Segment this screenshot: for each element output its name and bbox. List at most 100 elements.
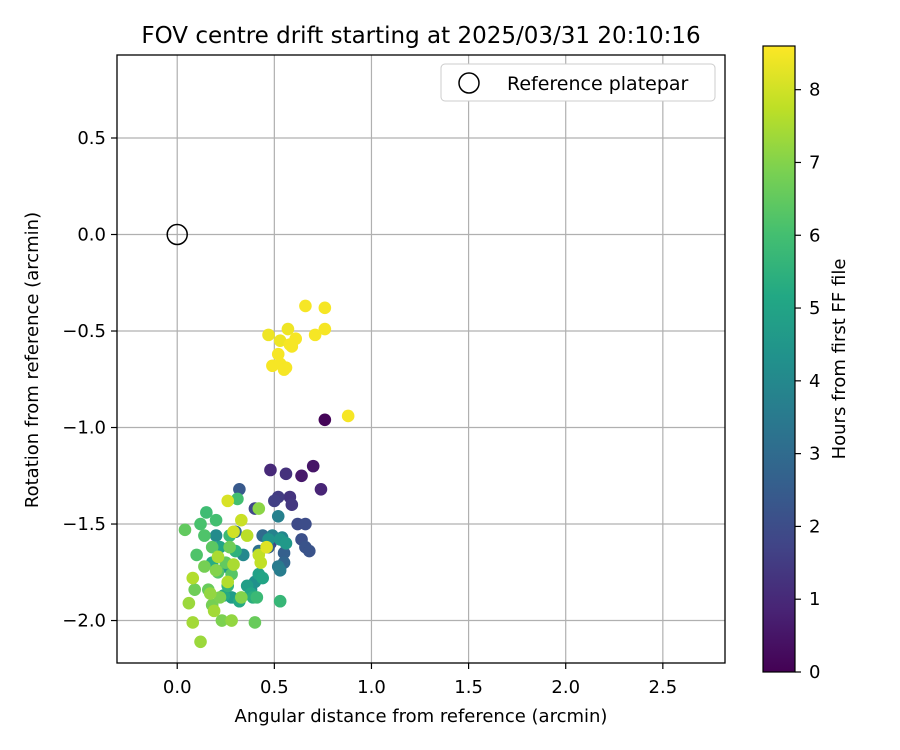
data-point [264,463,277,477]
data-point [277,363,291,376]
y-tick-label: 0.0 [77,225,106,246]
colorbar-tick-label: 3 [809,444,820,465]
legend-reference-marker [458,72,480,94]
data-point [250,591,264,604]
data-point [215,614,229,627]
data-point [252,502,266,515]
colorbar-tick-label: 2 [809,516,820,537]
x-tick-label: 0.0 [163,677,192,698]
colorbar-tick-label: 0 [809,662,820,683]
data-point [235,591,248,604]
x-tick-label: 0.5 [260,677,289,698]
data-point [227,558,240,571]
data-point [279,467,293,481]
data-point [221,494,235,508]
x-axis-label: Angular distance from reference (arcmin) [235,706,608,727]
data-point [254,556,268,569]
legend-label-reference: Reference platepar [507,73,689,95]
data-point [186,571,200,585]
data-point [281,322,295,336]
colorbar: 0 1 2 3 4 5 6 7 8 Hours from first FF file [762,45,850,683]
data-point [200,506,213,519]
data-point [194,517,207,531]
data-point [209,529,223,542]
colorbar-tick-label: 1 [809,589,820,610]
data-point [198,560,211,573]
data-point [318,322,332,336]
data-point [231,492,244,506]
x-tick-label: 1.0 [357,677,386,698]
data-point [299,299,312,313]
legend: Reference platepar [440,63,716,102]
data-point [308,328,322,342]
x-axis-ticks: 0.0 0.5 1.0 1.5 2.0 2.5 [163,663,677,698]
data-point [271,510,285,523]
data-point [271,347,285,361]
data-point [207,604,221,618]
data-point [205,540,219,554]
data-point [209,513,223,527]
data-point [221,575,235,589]
chart-title: FOV centre drift starting at 2025/03/31 … [141,23,700,49]
plot-area [117,55,725,663]
colorbar-label: Hours from first FF file [829,259,850,460]
data-point [240,529,254,542]
data-point [303,544,316,558]
data-point [194,635,207,649]
data-point [277,546,291,560]
colorbar-tick-label: 7 [809,152,820,173]
plot-frame [116,54,726,664]
data-point [233,482,246,496]
data-point [256,571,269,585]
data-point [285,498,299,512]
data-point [190,548,203,562]
y-tick-label: −1.5 [62,514,106,535]
colorbar-tick-label: 5 [809,298,820,319]
reference-marker-group [166,223,188,246]
data-point [186,616,200,629]
colorbar-gradient [762,45,796,673]
data-points [178,299,355,649]
data-point [268,494,281,508]
x-tick-label: 2.5 [649,677,678,698]
data-point [260,540,273,554]
data-point [273,334,287,347]
grid [117,55,725,663]
data-point [198,529,211,542]
data-point [341,409,355,423]
colorbar-tick-label: 4 [809,371,820,392]
y-axis-label: Rotation from reference (arcmin) [22,212,43,508]
data-point [273,564,287,577]
y-tick-label: −2.0 [62,611,106,632]
data-point [318,413,332,427]
colorbar-tick-label: 6 [809,225,820,246]
data-point [279,537,293,550]
x-tick-label: 2.0 [551,677,580,698]
data-point [235,513,248,527]
data-point [295,469,308,483]
data-point [248,616,262,629]
data-point [203,587,217,600]
data-point [188,583,201,596]
data-point [178,523,192,537]
data-point [299,517,312,531]
data-point [289,332,303,346]
data-point [273,594,287,608]
colorbar-tick-label: 8 [809,80,820,101]
legend-box [440,63,716,102]
y-axis-ticks: −2.0 −1.5 −1.0 −0.5 0.0 0.5 [62,128,117,632]
data-point [318,301,332,315]
y-tick-label: −0.5 [62,321,106,342]
data-point [314,482,328,496]
data-point [227,525,240,539]
x-tick-label: 1.5 [454,677,483,698]
data-point [211,550,225,564]
y-tick-label: −1.0 [62,418,106,439]
data-point [209,564,223,577]
data-point [306,459,320,473]
data-point [225,614,238,627]
data-point [182,596,196,610]
y-tick-label: 0.5 [77,128,106,149]
data-point [213,591,227,604]
